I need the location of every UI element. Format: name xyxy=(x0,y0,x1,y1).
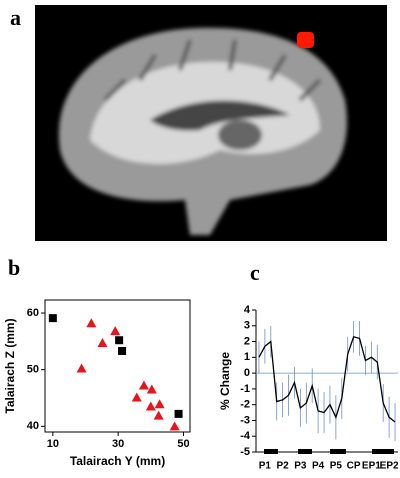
x-tick-label: P1 xyxy=(259,461,272,472)
plot-frame xyxy=(44,299,191,433)
point xyxy=(174,409,183,418)
x-tick-label: EP2 xyxy=(380,461,399,472)
y-tick-label: 0 xyxy=(244,367,250,379)
point xyxy=(146,384,157,394)
panel-label: a xyxy=(10,5,21,30)
y-tick-label: 60 xyxy=(27,307,39,319)
y-axis-label: % Change xyxy=(218,352,232,410)
y-tick-label: 50 xyxy=(27,364,39,376)
x-tick-label: 30 xyxy=(112,438,124,450)
y-tick-label: 40 xyxy=(27,420,39,432)
point xyxy=(48,314,57,323)
point xyxy=(138,380,149,390)
y-tick-label: 2 xyxy=(244,335,250,347)
y-tick-label: -4 xyxy=(240,430,251,442)
x-tick-label: EP1 xyxy=(362,461,381,472)
x-axis-label: Talairach Y (mm) xyxy=(70,454,165,468)
x-tick-label: P3 xyxy=(294,461,307,472)
brain-image xyxy=(35,5,387,241)
y-tick-label: 3 xyxy=(244,320,250,332)
point xyxy=(115,336,124,345)
point xyxy=(154,399,165,409)
point xyxy=(110,326,121,336)
y-axis-label: Talairach Z (mm) xyxy=(3,318,17,413)
point xyxy=(97,338,108,348)
x-tick-label: 10 xyxy=(47,438,59,450)
y-tick-label: -5 xyxy=(240,446,250,458)
y-tick-label: -3 xyxy=(240,414,250,426)
x-tick-label: P5 xyxy=(330,461,343,472)
point xyxy=(153,410,164,420)
point xyxy=(76,363,87,373)
y-tick-label: -2 xyxy=(240,399,250,411)
y-tick-label: 4 xyxy=(244,304,251,316)
point xyxy=(118,346,127,355)
x-tick-label: CP xyxy=(347,461,361,472)
point xyxy=(169,421,180,431)
y-tick-label: 1 xyxy=(244,351,250,363)
point xyxy=(131,392,142,402)
x-tick-label: P4 xyxy=(312,461,325,472)
x-tick-label: P2 xyxy=(277,461,290,472)
point xyxy=(86,318,97,328)
panel-label: c xyxy=(250,260,260,285)
line xyxy=(258,336,396,423)
y-tick-label: -1 xyxy=(240,383,250,395)
panel-label: b xyxy=(8,255,20,280)
x-tick-label: 50 xyxy=(177,438,189,450)
point xyxy=(145,401,156,411)
